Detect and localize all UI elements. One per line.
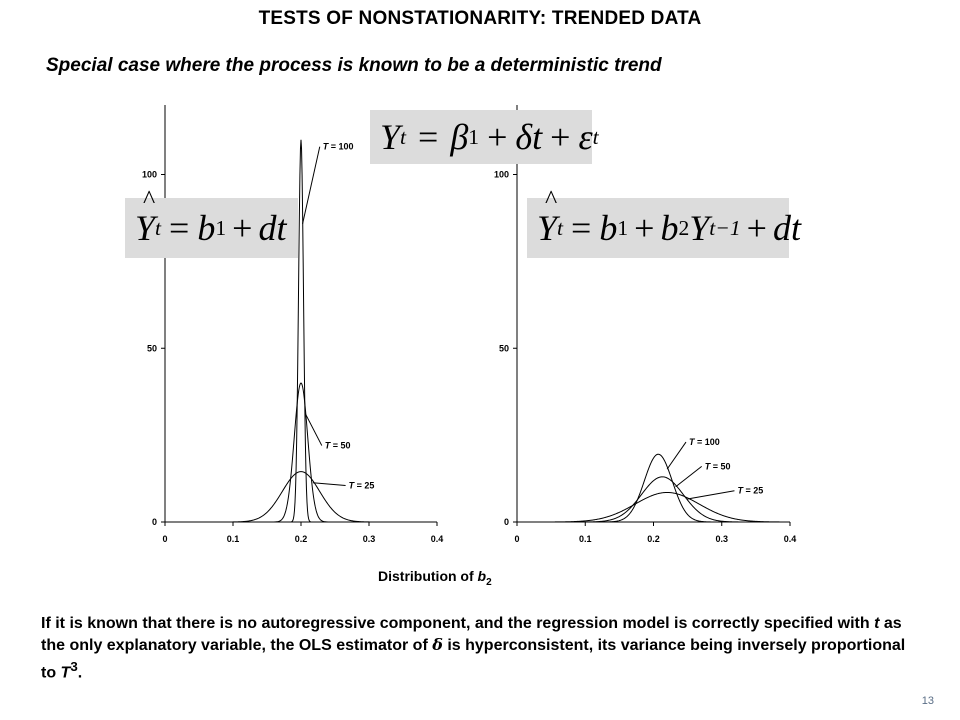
eq-Y: Y [380,117,401,157]
body-part-1: If it is known that there is no autoregr… [41,615,875,632]
chart-right: 0 0.1 0.2 0.3 0.4 0 50 100 T = 100 T = 50 T = 25 [494,105,796,544]
left-leader-0 [302,146,321,224]
eq-plus-2: + [550,117,571,157]
right-x-tick-label: 0.4 [784,534,797,544]
chart-left: 0 0.1 0.2 0.3 0.4 0 50 100 T = 100 T = 50 T = 25 [142,105,443,544]
eq-b-sub: 1 [215,215,227,240]
right-curve-label-2: T = 25 [737,486,763,496]
right-x-tick-label: 0 [514,534,519,544]
eq-Y-hat: Y [135,185,155,249]
eq-plus-2: + [746,208,767,248]
right-y-tick-label: 100 [494,170,509,180]
right-x-tick-label: 0.2 [647,534,660,544]
page-number: 13 [921,695,934,707]
left-leader-1 [304,413,323,446]
body-var-T: T [60,664,71,682]
eq-t-sub: t [400,124,407,149]
body-var-t: t [874,615,880,632]
left-x-tick-label: 0 [162,534,167,544]
eq-beta: β [450,117,469,157]
left-leader-2 [312,482,346,487]
x-caption-main: Distribution of [378,568,478,584]
right-curve-label-0: T = 100 [689,437,720,447]
left-x-tick-label: 0.2 [295,534,308,544]
left-curve-label-2: T = 25 [349,481,375,491]
left-curve-0 [291,139,311,523]
eq-t: t [532,117,543,157]
right-x-tick-label: 0.1 [579,534,592,544]
x-caption-var: b [477,568,487,584]
slide-title: TESTS OF NONSTATIONARITY: TRENDED DATA [258,8,702,29]
right-curve-0 [602,453,715,523]
left-curve-1 [274,382,328,523]
left-x-tick-label: 0.3 [363,534,376,544]
eq-eps-sub: t [592,124,599,149]
eq-Y-lag: Y [689,208,710,248]
right-curve-1 [578,476,746,523]
eq-lag-sub: t−1 [709,215,741,240]
body-part-3: is hyperconsistent, its variance being i… [41,637,906,682]
eq-dt: dt [258,208,287,248]
eq-equals: = [571,208,592,248]
eq-epsilon: ε [578,117,593,157]
body-part-4: . [77,664,83,682]
body-part-2: as the only explanatory variable, the OL… [41,615,902,654]
eq-equals: = [418,117,439,157]
left-y-tick-label: 100 [142,170,157,180]
right-leader-0 [666,441,687,470]
right-x-tick-label: 0.3 [715,534,728,544]
right-leader-1 [675,466,702,488]
eq-beta-sub: 1 [468,124,480,149]
x-caption: Distribution of b2 [378,568,492,588]
eq-plus-1: + [634,208,655,248]
eq-b2: b [660,208,679,248]
left-x-tick-label: 0.4 [431,534,444,544]
eq-Y-hat: Y [537,185,557,249]
eq-plus-1: + [487,117,508,157]
eq-plus: + [232,208,253,248]
left-curve-label-0: T = 100 [323,142,354,152]
right-y-tick-label: 0 [504,517,509,527]
right-curve-label-1: T = 50 [705,461,731,471]
eq-delta: δ [515,117,533,157]
eq-t-sub: t [155,215,162,240]
explanation-text: If it is known that there is no autoregr… [41,613,921,683]
body-sup-3: 3 [70,659,78,674]
eq-b1: b [599,208,618,248]
eq-t-sub: t [557,215,564,240]
right-leader-2 [687,490,735,500]
left-curve-2 [226,471,376,523]
left-x-tick-label: 0.1 [227,534,240,544]
left-fitted-equation: Yt = b1 + dt [125,185,298,258]
slide-subtitle: Special case where the process is known … [46,55,662,76]
eq-equals: = [169,208,190,248]
eq-dt: dt [772,208,801,248]
right-curve-2 [539,491,790,523]
x-caption-sub: 2 [486,576,492,588]
body-var-delta: δ [432,635,443,654]
eq-b: b [197,208,216,248]
left-curve-label-1: T = 50 [325,441,351,451]
right-y-tick-label: 50 [499,343,509,353]
eq-b2-sub: 2 [678,215,690,240]
left-y-tick-label: 50 [147,343,157,353]
left-y-tick-label: 0 [152,517,157,527]
eq-b1-sub: 1 [617,215,629,240]
